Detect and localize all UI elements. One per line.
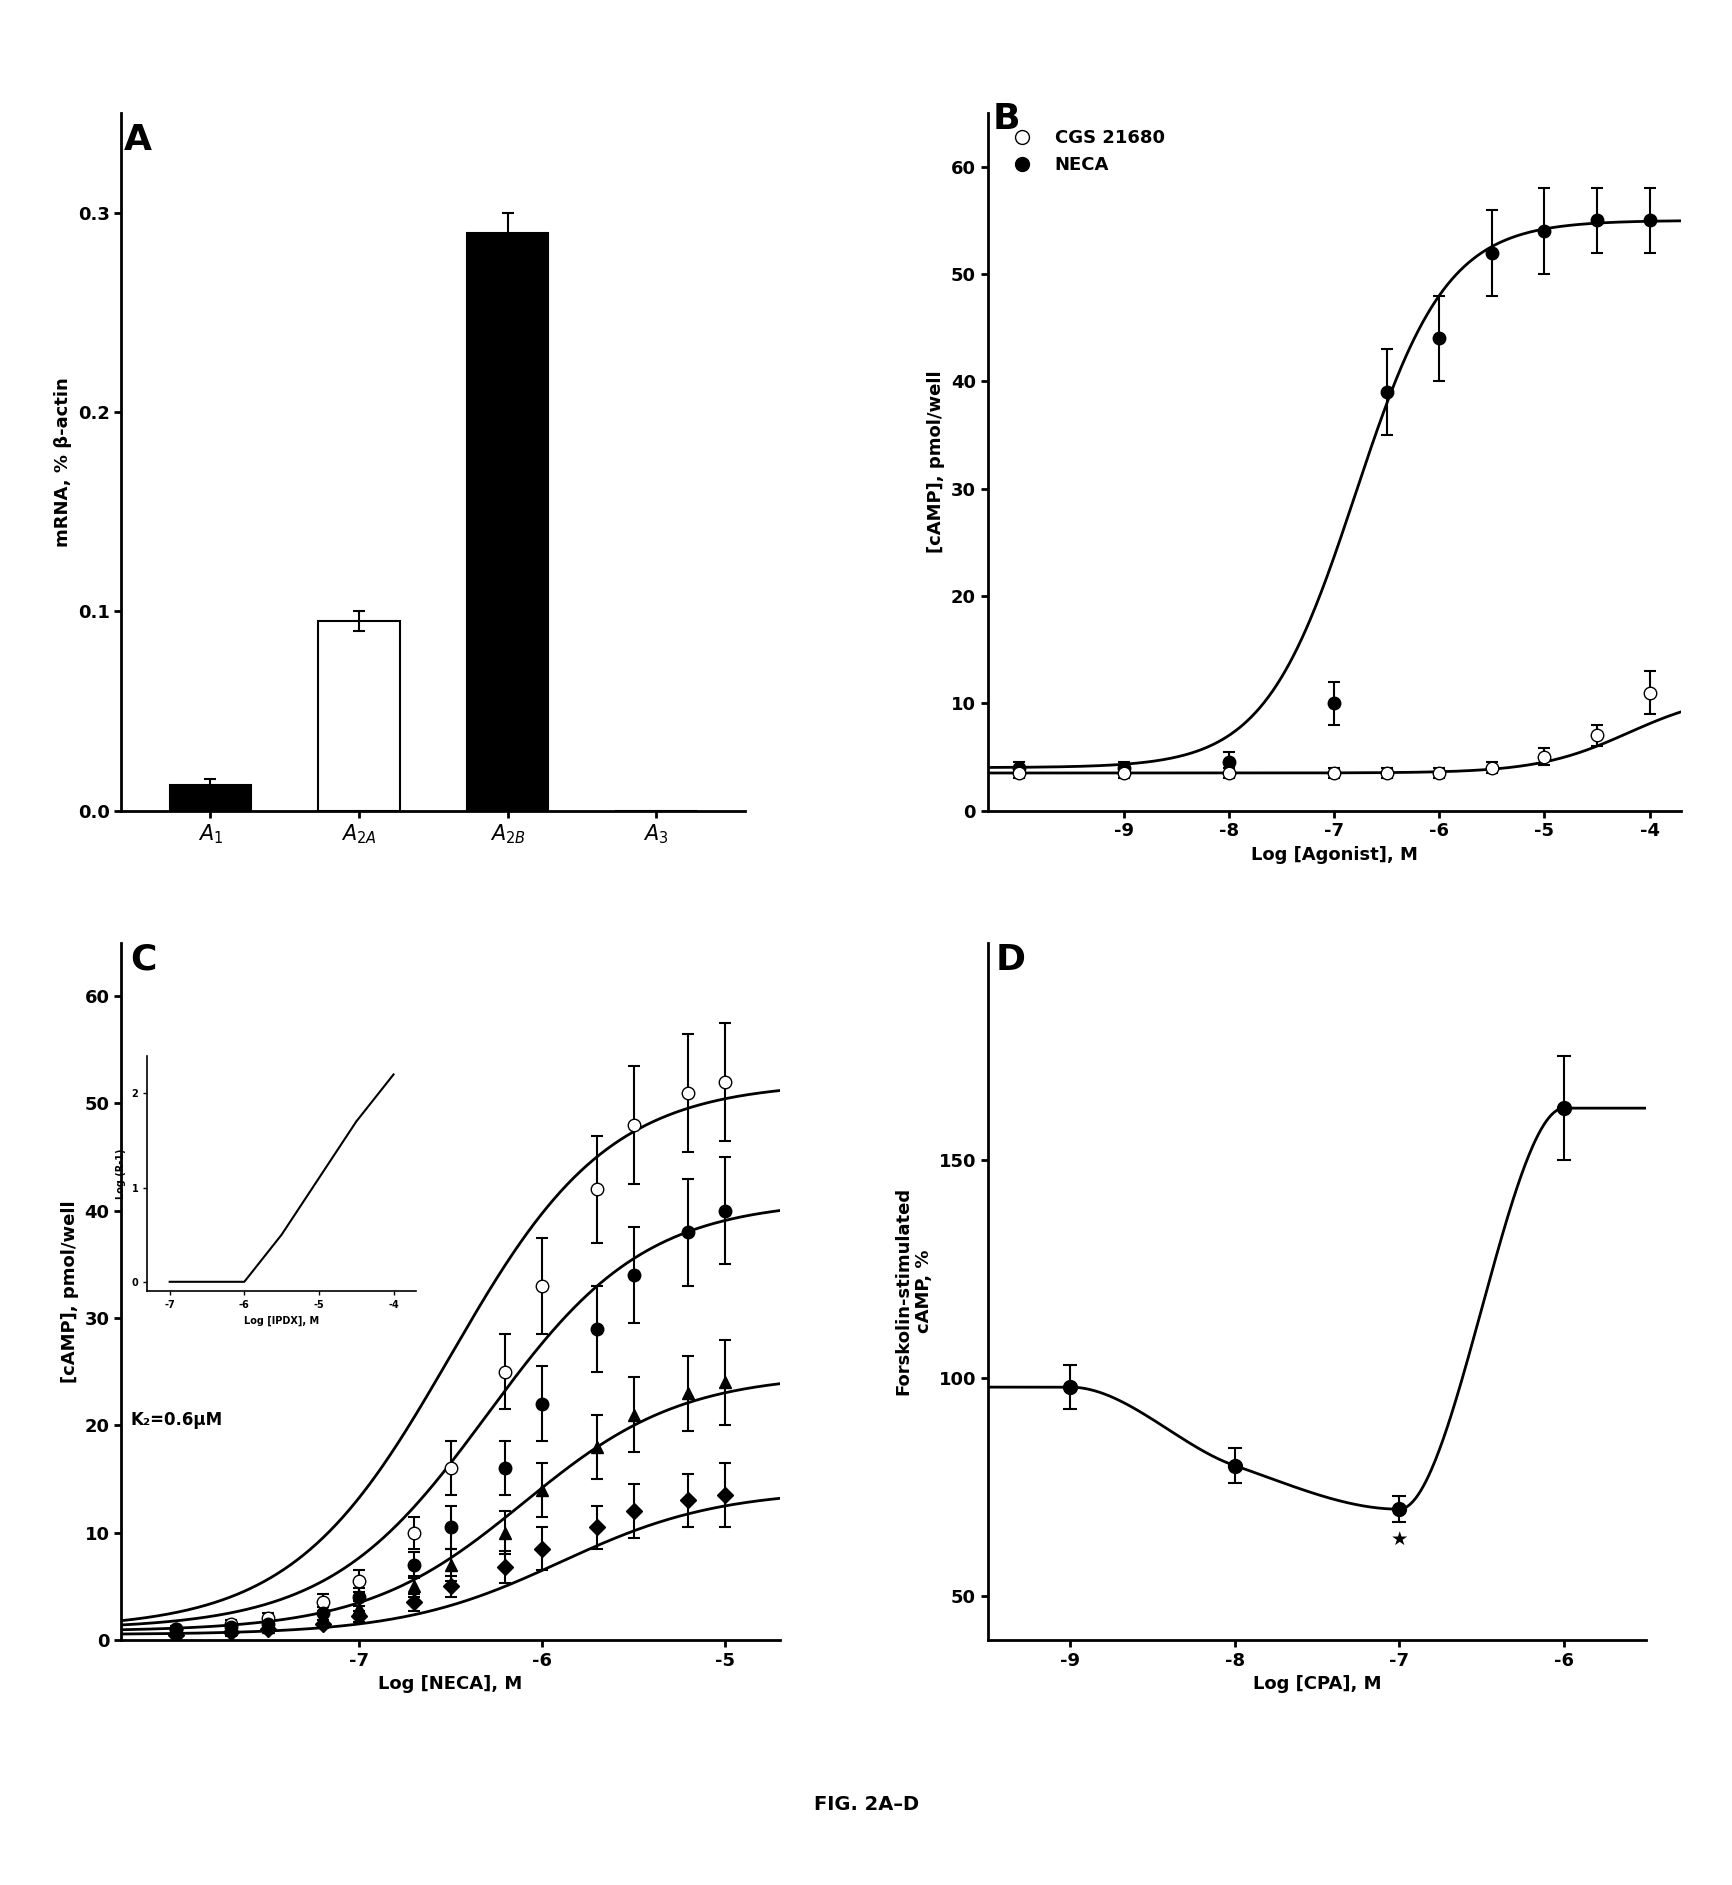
X-axis label: Log [CPA], M: Log [CPA], M	[1252, 1676, 1380, 1693]
Bar	[170, 784, 251, 811]
Text: B: B	[992, 102, 1020, 136]
Legend: CGS 21680, NECA: CGS 21680, NECA	[996, 123, 1171, 181]
Text: D: D	[996, 942, 1025, 976]
Text: K₂=0.6μM: K₂=0.6μM	[130, 1412, 222, 1429]
Y-axis label: Log (R-1): Log (R-1)	[116, 1148, 126, 1199]
Y-axis label: [cAMP], pmol/well: [cAMP], pmol/well	[927, 371, 946, 552]
Text: ★: ★	[1389, 1531, 1408, 1549]
Text: C: C	[130, 942, 156, 976]
Text: FIG. 2A–D: FIG. 2A–D	[814, 1795, 918, 1813]
X-axis label: Log [Agonist], M: Log [Agonist], M	[1251, 846, 1417, 863]
Y-axis label: [cAMP], pmol/well: [cAMP], pmol/well	[61, 1201, 80, 1382]
Y-axis label: mRNA, % β-actin: mRNA, % β-actin	[54, 377, 73, 547]
Bar	[466, 232, 547, 811]
Text: A: A	[125, 123, 152, 156]
X-axis label: Log [NECA], M: Log [NECA], M	[378, 1676, 523, 1693]
X-axis label: Log [IPDX], M: Log [IPDX], M	[244, 1316, 319, 1325]
Bar	[319, 622, 400, 811]
Y-axis label: Forskolin-stimulated
cAMP, %: Forskolin-stimulated cAMP, %	[894, 1188, 932, 1395]
